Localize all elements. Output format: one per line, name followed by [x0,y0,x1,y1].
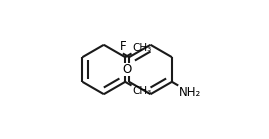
Text: CH₃: CH₃ [132,43,151,53]
Text: CH₃: CH₃ [132,86,151,96]
Text: NH₂: NH₂ [179,86,201,99]
Text: F: F [119,40,126,53]
Text: O: O [123,63,132,76]
